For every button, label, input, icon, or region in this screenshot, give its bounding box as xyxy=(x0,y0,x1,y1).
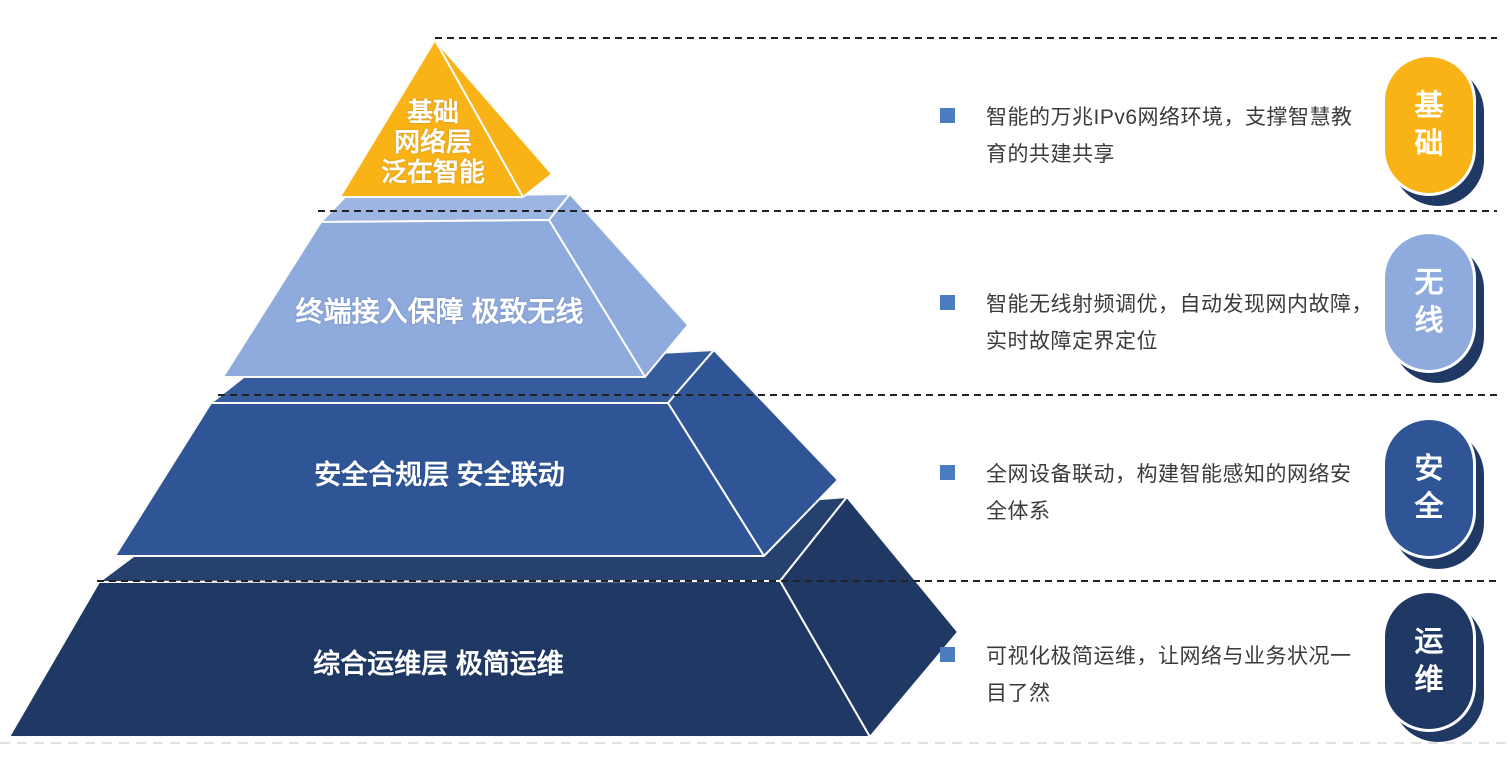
badge-pill-label: 安全 xyxy=(1414,452,1444,523)
badge-pill-wireless: 无线 xyxy=(1385,234,1473,370)
pyramid-layer2-top-face xyxy=(320,193,571,223)
description-row-wireless: 智能无线射频调优，自动发现网内故障， 实时故障定界定位 xyxy=(940,286,1395,360)
square-bullet-icon xyxy=(940,647,955,662)
pyramid-layer4-label: 综合运维层 极简运维 xyxy=(313,649,564,679)
description-row-security: 全网设备联动，构建智能感知的网络安 全体系 xyxy=(940,456,1395,530)
description-text: 全网设备联动，构建智能感知的网络安 全体系 xyxy=(986,463,1352,523)
badge-pill-label: 基础 xyxy=(1414,89,1444,160)
pyramid-layer2-label: 终端接入保障 极致无线 xyxy=(295,296,584,327)
pyramid-layer3-front-face xyxy=(114,402,765,557)
square-bullet-icon xyxy=(940,295,955,310)
badge-pill-security: 安全 xyxy=(1385,420,1473,556)
pyramid-layer2-front-face xyxy=(222,219,646,378)
description-text: 可视化极简运维，让网络与业务状况一 目了然 xyxy=(986,645,1352,705)
description-text: 智能的万兆IPv6网络环境，支撑智慧教 育的共建共享 xyxy=(986,106,1353,166)
description-text: 智能无线射频调优，自动发现网内故障， 实时故障定界定位 xyxy=(986,293,1373,353)
square-bullet-icon xyxy=(940,108,955,123)
square-bullet-icon xyxy=(940,465,955,480)
pyramid-layer1-label: 基础 网络层 泛在智能 xyxy=(380,97,485,187)
badge-pill-label: 无线 xyxy=(1414,266,1444,337)
description-row-operations: 可视化极简运维，让网络与业务状况一 目了然 xyxy=(940,638,1395,712)
description-row-foundation: 智能的万兆IPv6网络环境，支撑智慧教 育的共建共享 xyxy=(940,99,1395,173)
pyramid-layer1-front-face xyxy=(339,39,524,198)
pyramid-layer3-label: 安全合规层 安全联动 xyxy=(314,460,565,490)
badge-pill-operations: 运维 xyxy=(1385,593,1473,729)
badge-pill-label: 运维 xyxy=(1414,625,1444,696)
badge-pill-foundation: 基础 xyxy=(1385,57,1473,193)
